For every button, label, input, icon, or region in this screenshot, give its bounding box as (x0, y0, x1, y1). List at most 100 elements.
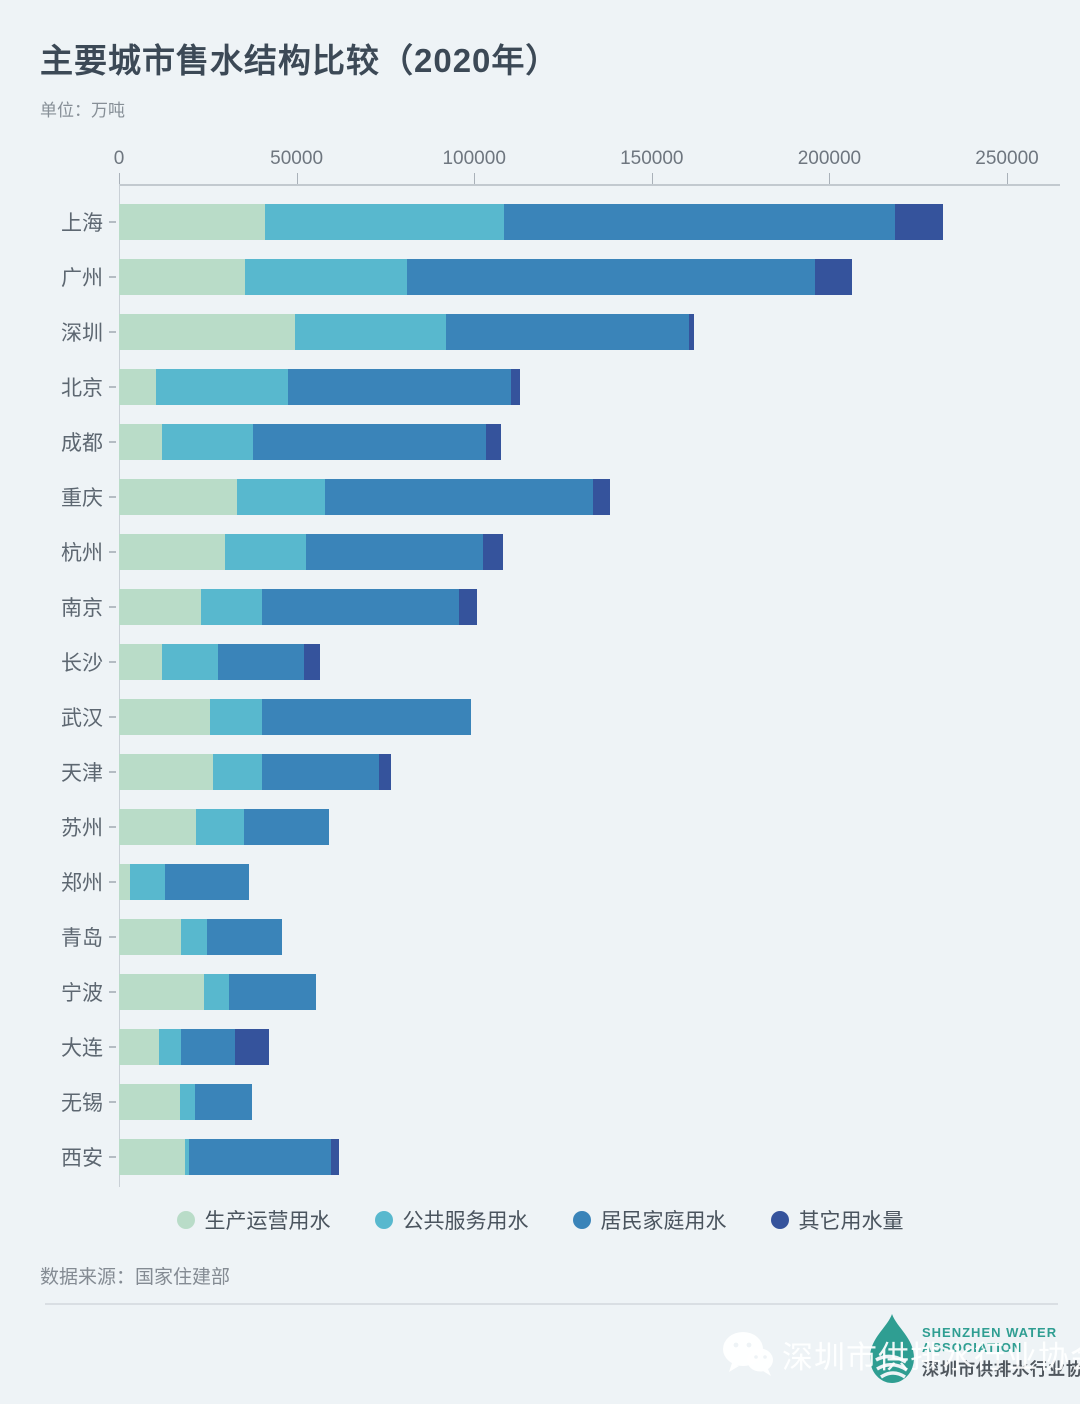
association-logo: SHENZHEN WATER ASSOCIATION 深圳市供排水行业协会 (868, 1312, 1080, 1386)
bar-segment-public (204, 973, 230, 1010)
x-axis-tick-mark (474, 173, 476, 184)
x-axis-tick-label: 0 (113, 148, 125, 169)
bar-row-3: 深圳 (0, 304, 1080, 359)
stacked-bar (119, 1138, 339, 1175)
category-tick-mark (109, 770, 116, 773)
bar-segment-public (158, 1028, 181, 1065)
bar-segment-production (119, 533, 225, 570)
bar-segment-production (119, 973, 205, 1010)
footer-divider (45, 1303, 1058, 1305)
category-label: 郑州 (61, 871, 103, 895)
bar-row-10: 武汉 (0, 689, 1080, 744)
category-label: 青岛 (61, 926, 103, 950)
legend-item-public: 公共服务用水 (374, 1205, 529, 1235)
bar-segment-residential (229, 973, 316, 1010)
bar-segment-other (689, 313, 695, 350)
legend-label-other: 其它用水量 (798, 1210, 904, 1233)
category-label: 杭州 (61, 541, 103, 565)
category-tick-mark (109, 330, 116, 333)
legend-item-other: 其它用水量 (770, 1205, 904, 1235)
category-label: 广州 (61, 266, 103, 290)
category-tick-mark (109, 660, 116, 663)
category-tick-mark (109, 825, 116, 828)
bar-segment-public (129, 863, 166, 900)
x-axis-tick-label: 100000 (442, 148, 506, 169)
bar-segment-residential (189, 1138, 332, 1175)
category-label: 上海 (61, 211, 103, 235)
logo-cn-name: 深圳市供排水行业协会 (922, 1359, 1080, 1379)
bar-segment-other (331, 1138, 339, 1175)
bar-segment-production (119, 698, 211, 735)
bar-segment-production (119, 808, 197, 845)
legend-dot-other (770, 1211, 789, 1229)
category-tick-mark (109, 385, 116, 388)
bar-row-1: 上海 (0, 194, 1080, 249)
x-axis-tick-mark (829, 173, 831, 184)
category-tick-mark (109, 275, 116, 278)
stacked-bar (119, 313, 695, 350)
legend-label-production: 生产运营用水 (204, 1210, 331, 1233)
bar-segment-public (237, 478, 326, 515)
bar-segment-public (156, 368, 288, 405)
stacked-bar (119, 753, 392, 790)
bar-segment-other (511, 368, 521, 405)
bar-segment-public (200, 588, 262, 625)
category-label: 大连 (61, 1036, 103, 1060)
stacked-bar (119, 863, 249, 900)
bar-segment-residential (252, 423, 486, 460)
data-source: 数据来源：国家住建部 (40, 1267, 231, 1288)
bar-segment-other (485, 423, 501, 460)
bar-segment-residential (261, 698, 471, 735)
bar-row-13: 郑州 (0, 854, 1080, 909)
bar-row-2: 广州 (0, 249, 1080, 304)
bar-segment-production (119, 478, 238, 515)
category-tick-mark (109, 880, 116, 883)
logo-en-line2: ASSOCIATION (922, 1339, 1023, 1355)
bar-segment-public (161, 423, 253, 460)
category-label: 成都 (61, 431, 103, 455)
bar-row-8: 南京 (0, 579, 1080, 634)
bar-row-9: 长沙 (0, 634, 1080, 689)
logo-en-line1: SHENZHEN WATER (922, 1325, 1058, 1340)
bar-segment-residential (306, 533, 484, 570)
watermark-text: 深圳市供排水行业协会 (782, 1339, 1080, 1375)
x-axis-line (119, 184, 1060, 186)
stacked-bar (119, 478, 610, 515)
x-axis-tick-label: 200000 (797, 148, 862, 169)
bar-segment-public (180, 1083, 195, 1120)
association-logo-text: SHENZHEN WATER ASSOCIATION 深圳市供排水行业协会 (922, 1325, 1080, 1379)
bar-segment-public (210, 698, 262, 735)
stacked-bar (119, 1028, 269, 1065)
bar-segment-other (815, 258, 853, 295)
bar-row-17: 无锡 (0, 1074, 1080, 1129)
wechat-icon (723, 1332, 773, 1376)
bar-segment-residential (165, 863, 249, 900)
legend-label-public: 公共服务用水 (402, 1210, 529, 1233)
bar-segment-production (119, 588, 201, 625)
bar-segment-production (119, 1138, 186, 1175)
bar-segment-residential (287, 368, 512, 405)
x-axis: 0 50000 100000 150000 200000 250000 (114, 148, 1060, 188)
category-label: 天津 (61, 761, 103, 785)
category-tick-mark (109, 935, 116, 938)
bar-segment-production (119, 313, 295, 350)
bar-segment-public (264, 203, 505, 240)
legend: 生产运营用水 公共服务用水 居民家庭用水 其它用水量 (0, 1205, 1080, 1235)
legend-dot-production (176, 1211, 195, 1229)
y-axis-line (119, 184, 120, 1187)
bar-row-4: 北京 (0, 359, 1080, 414)
category-label: 南京 (61, 596, 103, 620)
stacked-bar (119, 1083, 253, 1120)
category-tick-mark (109, 1155, 116, 1158)
category-tick-mark (109, 990, 116, 993)
bar-segment-production (119, 368, 157, 405)
bar-segment-residential (445, 313, 690, 350)
legend-dot-residential (572, 1211, 591, 1229)
category-tick-mark (109, 1045, 116, 1048)
stacked-bar (119, 203, 944, 240)
bar-segment-residential (261, 588, 460, 625)
legend-label-residential: 居民家庭用水 (600, 1210, 727, 1233)
bar-segment-production (119, 423, 162, 460)
x-axis-tick-mark (1007, 173, 1008, 184)
